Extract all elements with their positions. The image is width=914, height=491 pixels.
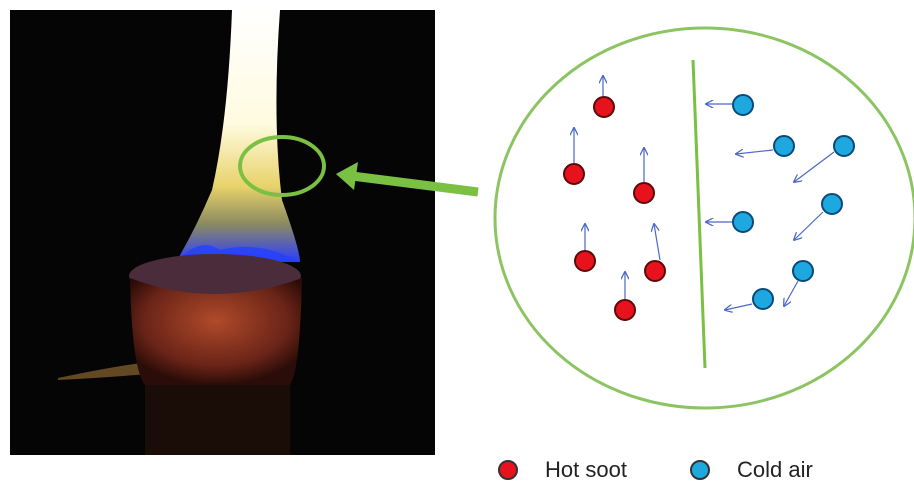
hot-soot-particles [563,76,666,321]
boundary [691,59,707,369]
arrow-head [336,162,358,190]
legend: Hot soot Cold air [498,457,813,482]
legend-label: Hot soot [545,457,627,482]
photo [10,10,435,455]
arrow [351,171,479,197]
zoom-circle [493,26,914,410]
cold-air-particles [706,94,855,310]
legend-label: Cold air [737,457,813,482]
legend-swatch [690,460,710,480]
legend-swatch [498,460,518,480]
